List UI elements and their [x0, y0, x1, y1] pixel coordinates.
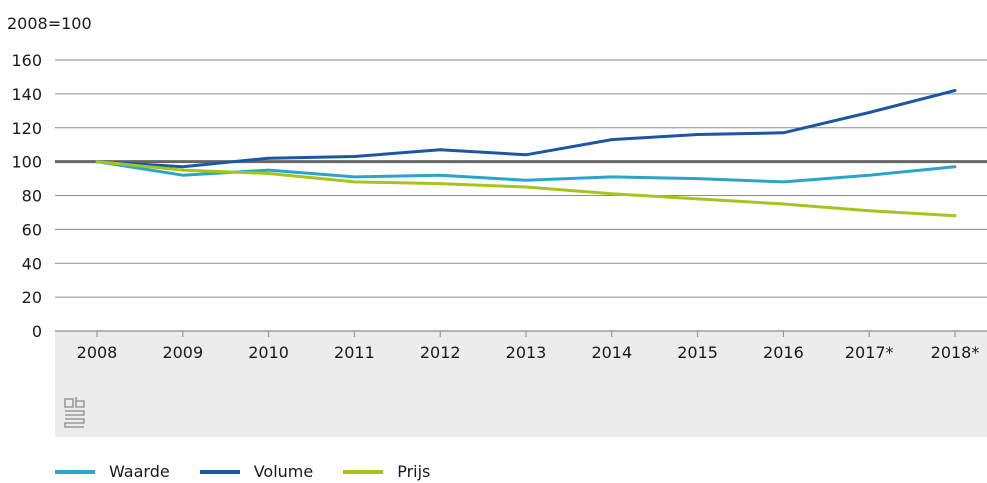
legend-swatch [199, 470, 240, 474]
y-tick-label: 60 [22, 220, 42, 239]
x-tick-label: 2013 [506, 343, 547, 362]
legend-item-prijs: Prijs [343, 462, 430, 482]
y-tick-label: 0 [32, 322, 42, 341]
series-line-volume [95, 89, 957, 169]
x-tick-label: 2017* [845, 343, 894, 362]
legend: Waarde Volume Prijs [55, 462, 460, 482]
legend-label: Volume [253, 462, 314, 481]
x-tick-label: 2012 [420, 343, 461, 362]
legend-item-waarde: Waarde [55, 462, 170, 482]
x-tick-label: 2016 [763, 343, 804, 362]
legend-label: Prijs [397, 462, 431, 481]
x-tick-label: 2018* [931, 343, 980, 362]
x-tick-label: 2015 [677, 343, 718, 362]
legend-swatch [343, 470, 384, 474]
y-tick-label: 120 [11, 119, 42, 138]
y-tick-label: 160 [11, 51, 42, 70]
legend-item-volume: Volume [199, 462, 314, 482]
y-tick-label: 20 [22, 288, 42, 307]
series-line-prijs [95, 160, 957, 218]
y-tick-label: 80 [22, 187, 42, 206]
y-tick-label: 100 [11, 153, 42, 172]
grid-lines [55, 59, 987, 332]
cbs-logo-icon [64, 397, 85, 428]
series-lines [95, 89, 957, 218]
x-tick-label: 2010 [248, 343, 289, 362]
y-tick-label: 140 [11, 85, 42, 104]
legend-swatch [55, 470, 95, 474]
x-tick-label: 2011 [334, 343, 375, 362]
x-tick-label: 2009 [162, 343, 203, 362]
x-tick-label: 2014 [591, 343, 632, 362]
y-axis-tick-labels: 0 20 40 60 80 100 120 140 160 [11, 51, 42, 341]
x-tick-label: 2008 [77, 343, 118, 362]
y-axis-unit-label: 2008=100 [7, 14, 92, 33]
y-tick-label: 40 [22, 254, 42, 273]
legend-label: Waarde [109, 462, 170, 481]
footer-band [55, 331, 987, 437]
x-axis-tick-labels: 2008 2009 2010 2011 2012 2013 2014 2015 2016 2017… [77, 331, 980, 362]
